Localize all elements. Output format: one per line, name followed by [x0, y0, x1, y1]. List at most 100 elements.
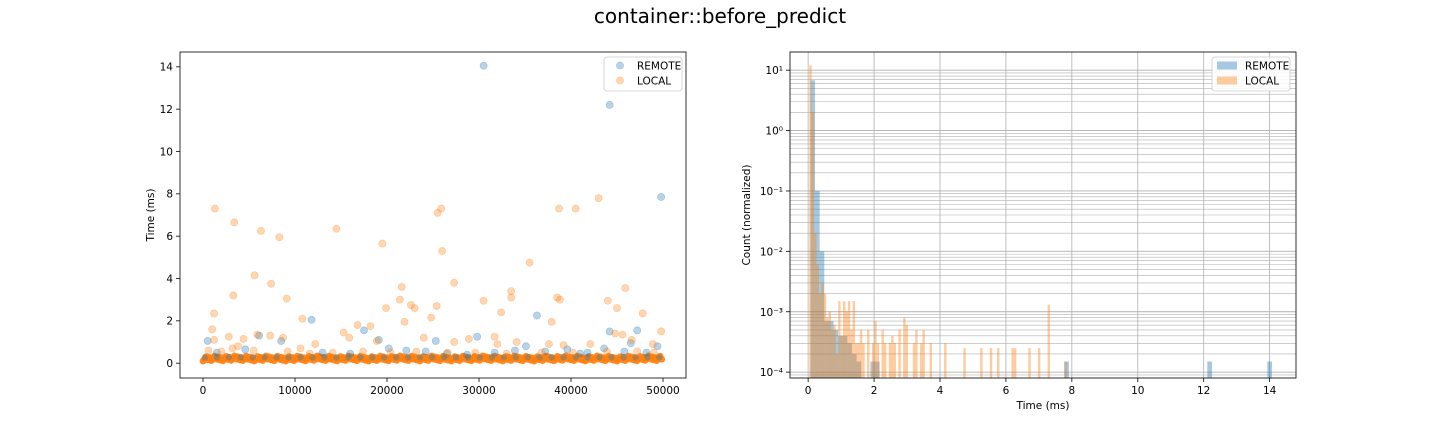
remote-point	[374, 335, 383, 344]
remote-point	[473, 332, 482, 341]
local-hist-bar	[1028, 348, 1031, 378]
local-hist-bar	[893, 343, 896, 378]
local-point	[283, 347, 292, 356]
hist-x-axis-label: Time (ms)	[1016, 400, 1070, 412]
local-point	[493, 340, 502, 349]
remote-point	[431, 337, 440, 345]
local-hist-bar	[840, 335, 844, 378]
local-point	[210, 335, 218, 344]
local-point	[378, 239, 387, 248]
scatter-legend-box	[603, 56, 683, 92]
local-hist-bar	[830, 329, 834, 378]
local-point	[239, 334, 248, 343]
remote-baseline-point	[464, 354, 472, 361]
remote-baseline-point	[345, 354, 352, 361]
local-hist-bar	[944, 343, 947, 378]
scatter-x-tick-label: 30000	[462, 385, 495, 397]
local-point	[217, 347, 226, 356]
remote-baseline-point	[261, 354, 268, 361]
scatter-y-tick-label: 12	[160, 104, 173, 116]
local-point	[279, 333, 287, 342]
local-hist-bar	[816, 264, 819, 378]
local-hist-bar	[835, 353, 839, 378]
local-hist-bar	[852, 301, 856, 378]
local-point	[586, 340, 595, 349]
remote-point	[479, 61, 488, 70]
remote-hist-bar	[819, 251, 825, 378]
legend-local-marker	[616, 76, 624, 85]
local-hist-bar	[929, 343, 933, 378]
local-point	[267, 279, 275, 288]
local-point	[298, 314, 307, 323]
remote-baseline-point	[524, 354, 531, 361]
scatter-x-tick-label: 20000	[370, 385, 403, 397]
local-hist-bar	[818, 293, 822, 378]
local-hist-bar	[912, 343, 916, 378]
remote-baseline-point	[213, 354, 220, 361]
remote-hist-bar	[851, 353, 857, 378]
local-point	[397, 283, 406, 291]
remote-point	[442, 349, 451, 358]
remote-baseline-point	[381, 354, 388, 361]
local-point	[438, 247, 447, 255]
local-point	[618, 330, 627, 339]
local-point	[512, 338, 521, 346]
remote-point	[212, 348, 221, 357]
remote-baseline-point	[548, 354, 555, 361]
remote-point	[360, 326, 368, 335]
local-point	[296, 344, 305, 353]
local-hist-bar	[1064, 361, 1067, 378]
local-hist-bar	[867, 329, 870, 378]
local-hist-bar	[838, 301, 841, 378]
remote-baseline-point	[644, 354, 651, 361]
hist-x-tick-label: 0	[805, 385, 812, 397]
hist-x-tick-label: 14	[1263, 385, 1277, 397]
local-hist-bar	[850, 329, 853, 378]
legend-remote-label: REMOTE	[637, 60, 681, 72]
local-point	[627, 335, 636, 344]
local-hist-bar	[980, 348, 983, 378]
remote-point	[255, 331, 264, 340]
local-point	[275, 233, 284, 242]
legend-remote-swatch	[1217, 61, 1237, 70]
local-hist-bar	[915, 329, 918, 378]
local-point	[537, 348, 546, 357]
local-hist-bar	[859, 329, 863, 378]
remote-point	[605, 101, 614, 109]
remote-baseline-point	[321, 354, 328, 361]
remote-point	[510, 346, 519, 355]
local-point	[450, 338, 459, 346]
hist-x-tick-label: 10	[1131, 385, 1144, 397]
remote-baseline-point	[309, 354, 316, 361]
local-point	[353, 321, 362, 329]
local-point	[611, 329, 620, 338]
local-hist-bar	[898, 329, 901, 378]
remote-hist-bar	[1064, 361, 1069, 378]
remote-hist-bar	[810, 80, 816, 378]
scatter-plot-area	[199, 61, 666, 365]
local-point	[613, 304, 621, 313]
local-point	[507, 293, 516, 302]
local-hist-bar	[828, 311, 831, 378]
remote-point	[346, 349, 355, 358]
local-point	[471, 348, 480, 357]
local-point	[649, 348, 658, 357]
local-point	[594, 194, 603, 202]
remote-baseline-point	[500, 354, 508, 361]
remote-point	[463, 350, 471, 359]
remote-hist-bar	[1267, 361, 1272, 378]
local-point	[412, 347, 421, 356]
local-point	[282, 294, 291, 303]
local-point	[208, 325, 217, 334]
local-hist-bar	[847, 301, 851, 378]
scatter-y-tick-label: 14	[160, 62, 174, 74]
hist-x-tick-label: 6	[1003, 385, 1010, 397]
remote-baseline-point	[285, 354, 292, 361]
remote-point	[277, 337, 286, 345]
remote-baseline-point	[632, 354, 639, 361]
local-point	[545, 340, 553, 349]
local-point	[339, 328, 348, 337]
remote-point	[402, 346, 411, 355]
remote-point	[541, 347, 550, 356]
